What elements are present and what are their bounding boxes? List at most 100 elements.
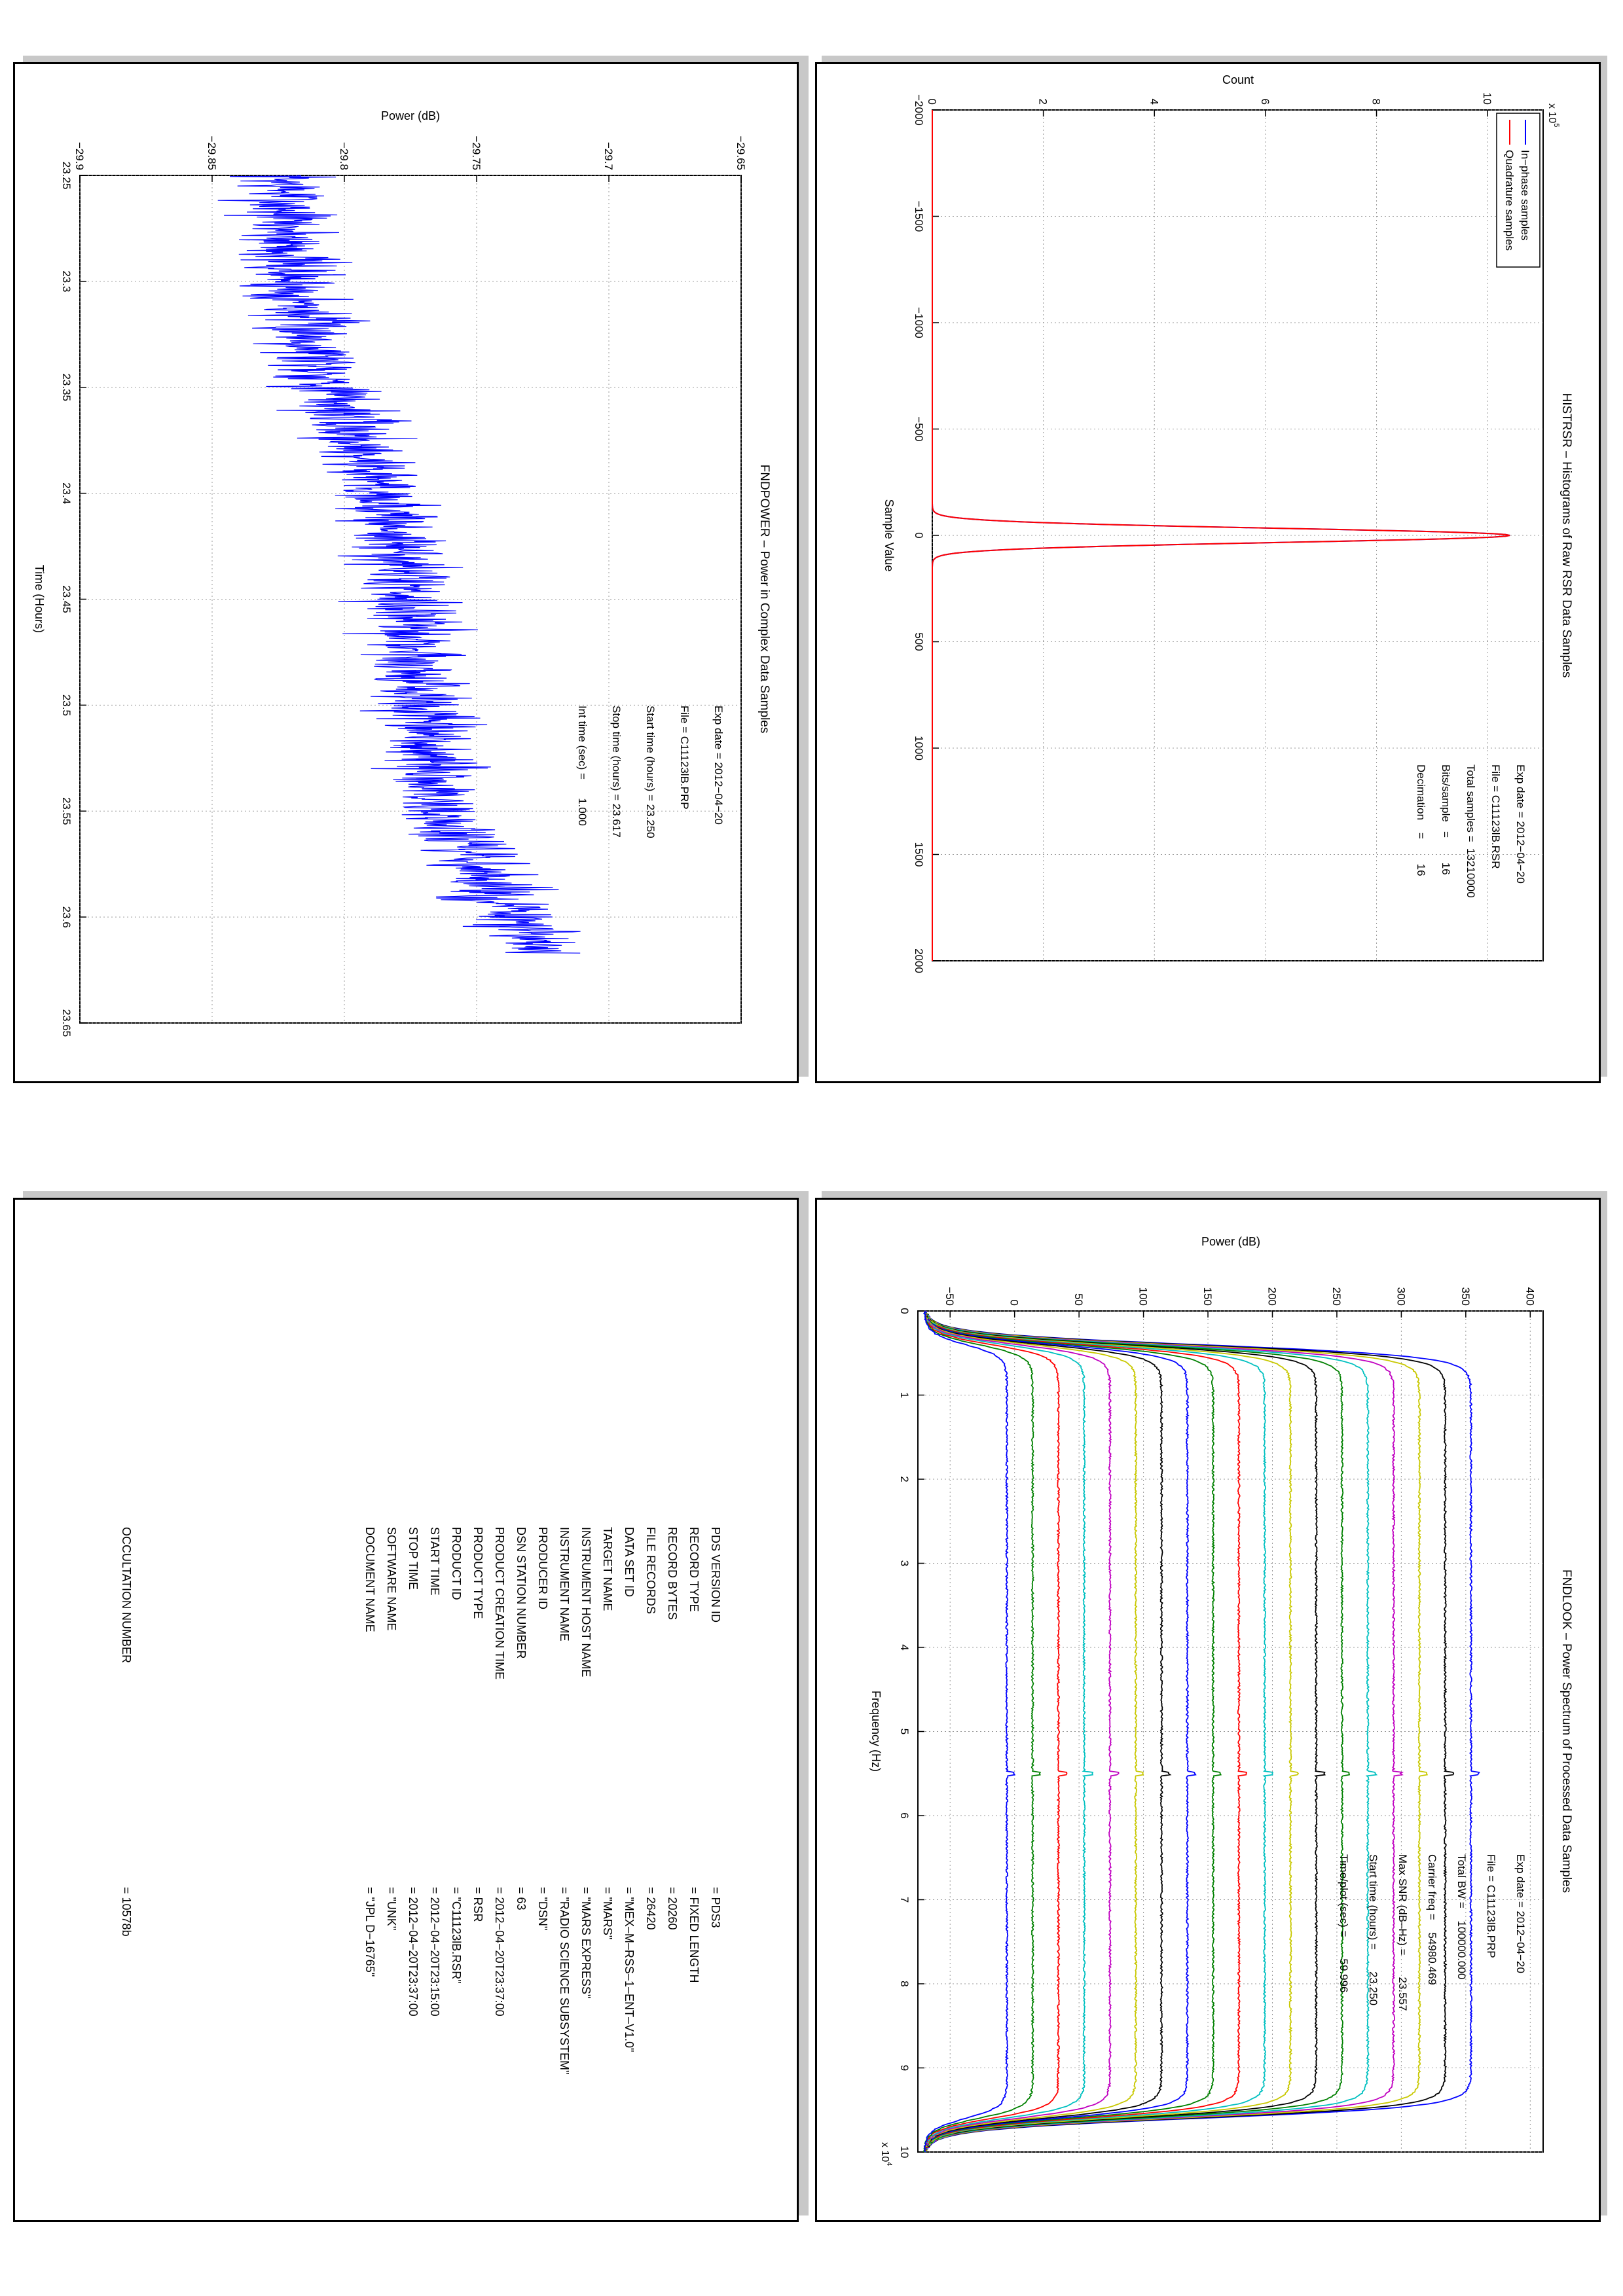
spectrum-series-line — [924, 1310, 1300, 2153]
x-tick-label: 23.65 — [60, 1009, 73, 1037]
x-axis-label: Time (Hours) — [33, 565, 46, 633]
x-tick-label: 3 — [898, 1560, 911, 1566]
y-tick-label: −29.7 — [602, 142, 615, 170]
annotation-line: Exp date = 2012−04−20 — [1514, 1854, 1527, 1973]
spectrum-series-line — [923, 1310, 1094, 2153]
legend-label-quadrature: Quadrature samples — [1503, 150, 1516, 251]
x-tick-label: 9 — [898, 2065, 911, 2071]
annotation-line: Time/plot (sec) = 59.996 — [1338, 1854, 1350, 1993]
x-tick-label: 8 — [898, 1981, 911, 1986]
fndpower-chart: 23.25 23.3 23.35 23.4 23.45 23.5 23.55 23.6 23.6… — [33, 109, 771, 1037]
y-tick-label: 0 — [926, 99, 938, 105]
y-tick-label: 10 — [1481, 92, 1493, 105]
x-tick-label: 500 — [913, 632, 925, 651]
spectrum-series-line — [924, 1310, 1197, 2153]
grid — [918, 1310, 1543, 2153]
label-value: = "RADIO SCIENCE SUBSYSTEM" — [558, 1887, 571, 2074]
label-value: = 26420 — [644, 1887, 657, 1930]
label-value: = "MARS EXPRESS" — [579, 1887, 593, 1998]
occultation-value: = 10578b — [120, 1887, 133, 1937]
label-key: PRODUCER ID — [536, 1527, 549, 1609]
y-tick-label: 50 — [1072, 1293, 1085, 1306]
spectrum-series-line — [924, 1310, 1247, 2153]
y-tick-label: 8 — [1370, 99, 1383, 105]
tick-labels: −2000 −1500 −1000 −500 0 500 1000 1500 2000 0 2 4 6 8… — [913, 92, 1493, 973]
grid — [79, 175, 742, 1024]
label-value: = RSR — [471, 1887, 484, 1922]
label-key: PRODUCT CREATION TIME — [493, 1527, 506, 1679]
y-tick-label: 400 — [1523, 1287, 1536, 1306]
annotation-line: Stop time (hours) = 23.617 — [610, 706, 623, 838]
plot-area: −2000 −1500 −1000 −500 0 500 1000 1500 2000 0 2 4 6 8… — [913, 92, 1544, 973]
y-tick-label: 100 — [1137, 1287, 1150, 1306]
label-key: FILE RECORDS — [644, 1527, 657, 1614]
y-tick-label: 2 — [1037, 99, 1049, 105]
fndlook-panel: 0 1 2 3 4 5 6 7 8 9 10 −50 0 50 100 150 200 250 300 350 400 … — [815, 1198, 1601, 2222]
x-tick-label: 4 — [898, 1644, 911, 1650]
spectrum-series-line — [924, 1310, 1378, 2152]
y-tick-label: −29.85 — [206, 136, 218, 170]
chart-title: HISTRSR – Histograms of Raw RSR Data Sam… — [1559, 393, 1573, 677]
series — [217, 175, 581, 954]
x-tick-label: 23.5 — [60, 694, 73, 716]
label-value: = 2012−04−20T23:15:00 — [428, 1887, 441, 2017]
x-tick-label: 10 — [898, 2146, 911, 2159]
spectrum-series-line — [923, 1310, 1042, 2153]
label-key: SOFTWARE NAME — [385, 1527, 398, 1630]
annotation-line: Total BW = 100000.000 — [1455, 1854, 1468, 1979]
spectrum-series-line — [924, 1310, 1455, 2153]
spectrum-series-line — [924, 1310, 1222, 2153]
y-tick-label: 0 — [1008, 1300, 1021, 1306]
y-tick-label: 300 — [1395, 1287, 1407, 1306]
x-axis-label: Sample Value — [883, 499, 896, 572]
annotations: Exp date = 2012−04−20 File = C11123lB.RSR… — [1415, 764, 1527, 898]
y-axis-label: Power (dB) — [1201, 1235, 1260, 1248]
y-tick-label: −29.8 — [338, 142, 350, 170]
x-tick-label: 7 — [898, 1897, 911, 1903]
label-key: TARGET NAME — [601, 1527, 614, 1611]
x-tick-label: −1000 — [913, 307, 925, 338]
y-tick-label: 4 — [1148, 99, 1160, 105]
y-axis-label: Count — [1222, 73, 1254, 86]
label-value: = FIXED LENGTH — [687, 1887, 701, 1983]
annotation-line: Bits/sample = 16 — [1440, 764, 1452, 875]
series — [922, 1310, 1480, 2153]
x-tick-label: 2 — [898, 1476, 911, 1482]
histrsr-panel: −2000 −1500 −1000 −500 0 500 1000 1500 2000 0 2 4 6 8… — [815, 62, 1601, 1083]
annotation-line: Start time (hours) = 23.250 — [1367, 1854, 1379, 2005]
spectrum-series-line — [924, 1310, 1480, 2153]
x-tick-label: 1500 — [913, 842, 925, 867]
label-value: = 2012−04−20T23:37:00 — [407, 1887, 420, 2017]
annotation-line: File = C11123lB.PRP — [1485, 1854, 1497, 1958]
label-value: = 2012−04−20T23:37:00 — [493, 1887, 506, 2017]
spectrum-series-line — [924, 1310, 1172, 2153]
label-key: INSTRUMENT HOST NAME — [579, 1527, 593, 1677]
label-key: DOCUMENT NAME — [363, 1527, 376, 1632]
spectrum-series-line — [924, 1310, 1274, 2153]
x-tick-label: 23.35 — [60, 373, 73, 401]
x-tick-label: 0 — [913, 532, 925, 538]
x-tick-label: 1 — [898, 1392, 911, 1398]
y-tick-label: −29.65 — [735, 136, 747, 170]
x-tick-label: 23.3 — [60, 270, 73, 292]
label-key: DATA SET ID — [623, 1527, 636, 1597]
labels-sheet: PDS VERSION ID = PDS3 RECORD TYPE = FIXED L… — [120, 1527, 722, 2074]
legend-label-inphase: In−phase samples — [1519, 150, 1531, 240]
spectrum-series-line — [923, 1310, 1068, 2153]
x-tick-label: −2000 — [913, 94, 925, 126]
annotation-line: File = C11123lB.PRP — [678, 706, 691, 810]
x-tick-label: 6 — [898, 1812, 911, 1818]
tick-labels: 0 1 2 3 4 5 6 7 8 9 10 −50 0 50 100 150 200 250 300 350 400 — [898, 1287, 1536, 2158]
label-key: PRODUCT TYPE — [471, 1527, 484, 1619]
x-tick-label: 23.45 — [60, 585, 73, 613]
x-tick-label: 23.6 — [60, 906, 73, 928]
label-key: START TIME — [428, 1527, 441, 1596]
fndpower-rotated-group: 23.25 23.3 23.35 23.4 23.45 23.5 23.55 23.6 23.6… — [33, 109, 771, 1037]
spectrum-series-line — [923, 1310, 1144, 2153]
y-tick-label: 150 — [1201, 1287, 1214, 1306]
x-tick-label: 5 — [898, 1729, 911, 1734]
label-value: = "DSN" — [536, 1887, 549, 1930]
histrsr-rotated-group: −2000 −1500 −1000 −500 0 500 1000 1500 2000 0 2 4 6 8… — [883, 73, 1573, 973]
